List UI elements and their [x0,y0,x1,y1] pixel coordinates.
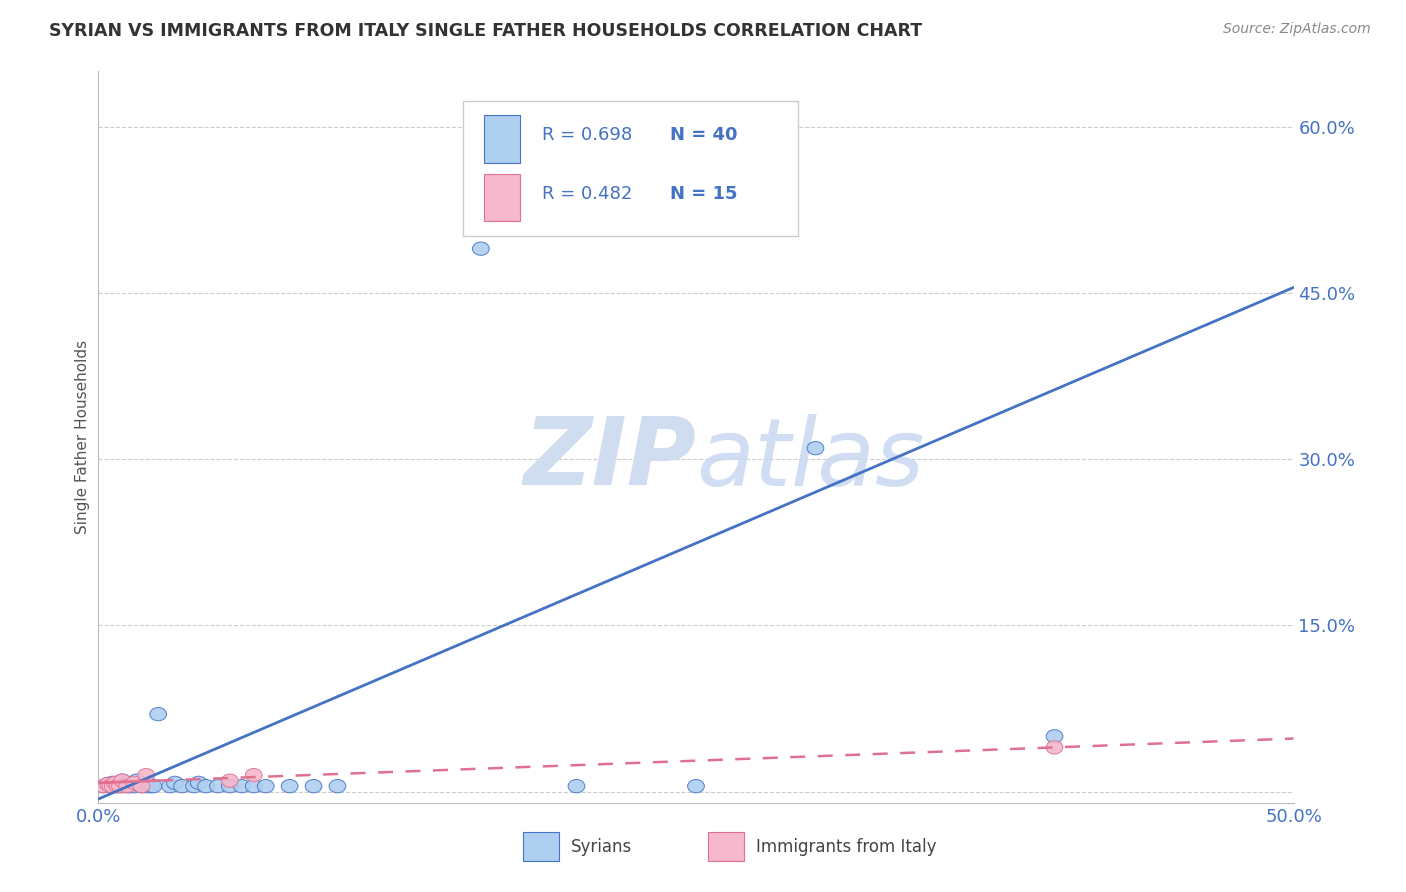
Ellipse shape [127,776,142,789]
FancyBboxPatch shape [485,115,520,163]
Ellipse shape [117,777,134,790]
Ellipse shape [111,780,128,793]
Ellipse shape [688,780,704,793]
Ellipse shape [103,780,118,793]
Text: N = 15: N = 15 [669,185,737,202]
Ellipse shape [134,780,150,793]
Ellipse shape [222,774,238,788]
Ellipse shape [111,777,128,790]
Ellipse shape [198,780,214,793]
Ellipse shape [110,780,127,793]
Text: ZIP: ZIP [523,413,696,505]
Ellipse shape [150,707,166,721]
Ellipse shape [222,780,238,793]
Ellipse shape [121,780,138,793]
Ellipse shape [100,777,117,790]
FancyBboxPatch shape [463,101,797,235]
Ellipse shape [104,780,121,793]
Ellipse shape [1046,740,1063,754]
Ellipse shape [104,776,121,789]
Ellipse shape [166,776,183,789]
Text: atlas: atlas [696,414,924,505]
Ellipse shape [114,774,131,788]
Ellipse shape [257,780,274,793]
FancyBboxPatch shape [485,174,520,221]
Ellipse shape [186,780,202,793]
Ellipse shape [281,780,298,793]
Ellipse shape [134,780,150,793]
Ellipse shape [246,780,262,793]
Ellipse shape [118,780,135,793]
Ellipse shape [138,768,155,781]
Text: SYRIAN VS IMMIGRANTS FROM ITALY SINGLE FATHER HOUSEHOLDS CORRELATION CHART: SYRIAN VS IMMIGRANTS FROM ITALY SINGLE F… [49,22,922,40]
Ellipse shape [141,777,157,790]
Ellipse shape [94,780,111,793]
Ellipse shape [127,780,142,793]
Ellipse shape [114,774,131,788]
FancyBboxPatch shape [709,832,744,862]
Text: Syrians: Syrians [571,838,631,855]
Ellipse shape [94,780,111,793]
Ellipse shape [110,780,127,793]
Ellipse shape [162,780,179,793]
Ellipse shape [142,780,159,793]
Ellipse shape [305,780,322,793]
FancyBboxPatch shape [523,832,558,862]
Ellipse shape [100,777,117,790]
Text: N = 40: N = 40 [669,127,737,145]
Ellipse shape [190,776,207,789]
Text: R = 0.698: R = 0.698 [541,127,633,145]
Ellipse shape [472,242,489,255]
Y-axis label: Single Father Households: Single Father Households [75,340,90,534]
Ellipse shape [233,780,250,793]
Ellipse shape [128,774,145,788]
Ellipse shape [145,780,162,793]
Text: Source: ZipAtlas.com: Source: ZipAtlas.com [1223,22,1371,37]
Ellipse shape [127,776,142,789]
Ellipse shape [1046,730,1063,743]
Ellipse shape [329,780,346,793]
Ellipse shape [568,780,585,793]
Text: Immigrants from Italy: Immigrants from Italy [756,838,936,855]
Ellipse shape [118,780,135,793]
Ellipse shape [103,780,118,793]
Ellipse shape [209,780,226,793]
Ellipse shape [807,442,824,455]
Ellipse shape [107,776,124,789]
Ellipse shape [114,780,131,793]
Text: R = 0.482: R = 0.482 [541,185,633,202]
Ellipse shape [107,779,124,792]
Ellipse shape [246,768,262,781]
Ellipse shape [138,780,155,793]
Ellipse shape [174,780,190,793]
